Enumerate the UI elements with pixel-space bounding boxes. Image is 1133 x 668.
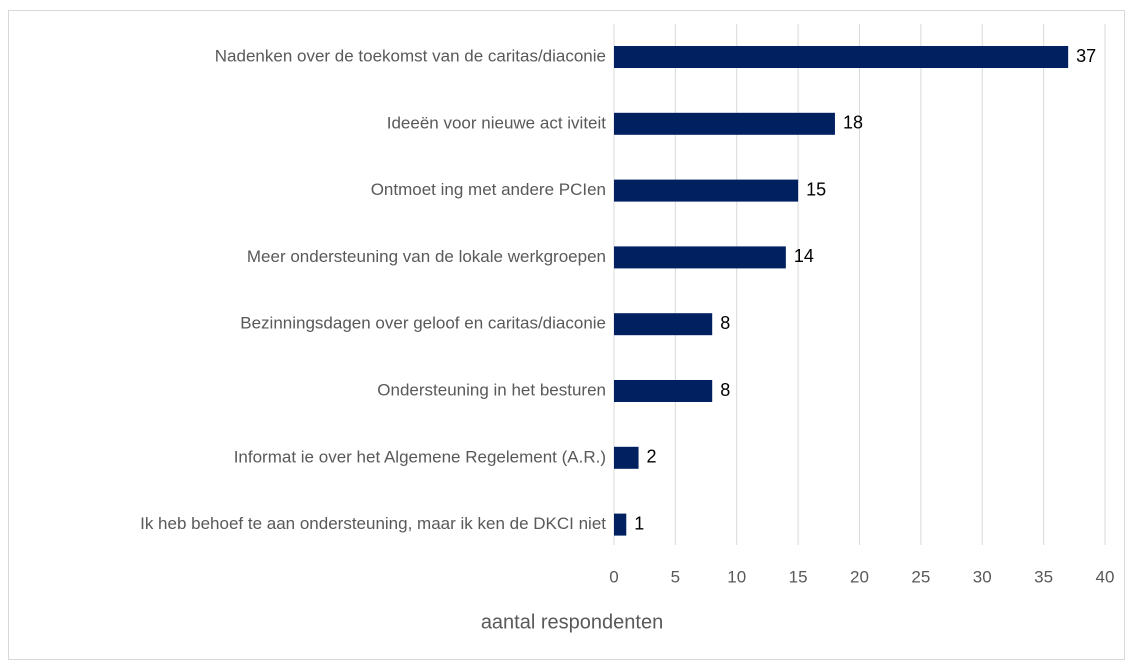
chart-border: [8, 10, 1125, 660]
bar: [614, 446, 639, 469]
value-label: 8: [720, 313, 730, 333]
value-label: 18: [843, 113, 863, 133]
bar: [614, 380, 713, 402]
y-tick-label: Ik heb behoef te aan ondersteuning, maar…: [140, 514, 606, 533]
bar: [614, 513, 627, 536]
x-tick-label: 20: [850, 567, 869, 586]
x-axis-title: aantal respondenten: [481, 611, 663, 633]
bar: [614, 112, 835, 135]
value-label: 2: [647, 447, 657, 467]
x-tick-label: 30: [973, 567, 992, 586]
bar: [614, 179, 799, 202]
y-tick-label: Nadenken over de toekomst van de caritas…: [215, 46, 606, 65]
x-tick-label: 0: [609, 567, 618, 586]
x-tick-label: 35: [1034, 567, 1053, 586]
bar: [614, 313, 713, 336]
y-tick-label: Ideeën voor nieuwe act iviteit: [387, 113, 607, 132]
y-tick-label: Ondersteuning in het besturen: [377, 380, 606, 399]
x-tick-label: 15: [789, 567, 808, 586]
y-tick-label: Informat ie over het Algemene Regelement…: [234, 447, 606, 466]
x-tick-label: 5: [671, 567, 680, 586]
y-tick-label: Ontmoet ing met andere PCIen: [371, 180, 606, 199]
value-label: 37: [1076, 46, 1096, 66]
value-label: 15: [806, 179, 826, 199]
bar: [614, 246, 786, 269]
x-tick-label: 10: [727, 567, 746, 586]
x-tick-label: 25: [911, 567, 930, 586]
bar: [614, 46, 1069, 68]
value-label: 8: [720, 380, 730, 400]
value-label: 1: [634, 513, 644, 533]
x-tick-label: 40: [1096, 567, 1115, 586]
value-label: 14: [794, 246, 814, 266]
y-tick-label: Bezinningsdagen over geloof en caritas/d…: [240, 314, 606, 333]
y-tick-label: Meer ondersteuning van de lokale werkgro…: [247, 247, 606, 266]
